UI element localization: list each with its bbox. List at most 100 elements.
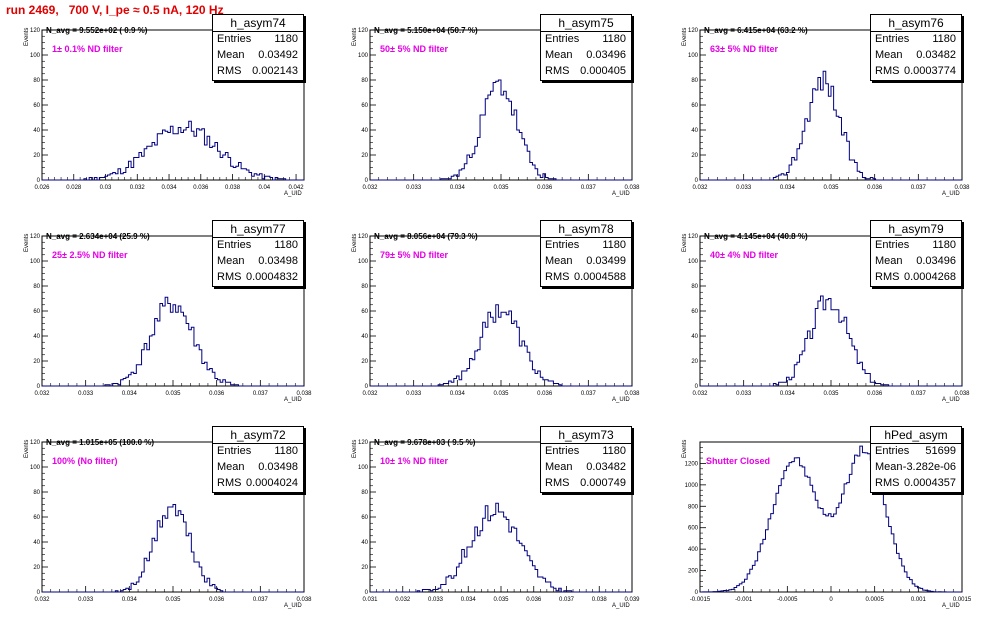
stats-row-rms: RMS 0.000749 <box>541 476 631 492</box>
histogram-name: h_asym73 <box>541 427 631 444</box>
y-tick-label: 60 <box>361 309 368 315</box>
x-tick-label: 0.042 <box>289 185 305 191</box>
y-tick-label: 20 <box>361 565 368 571</box>
stats-value: 0.0004357 <box>904 477 956 489</box>
histogram-canvas: 0 20 40 60 80 100 120 0.032 0.033 0.034 0.035 0.036… <box>358 28 640 191</box>
y-tick-label: 0 <box>365 590 369 596</box>
y-tick-label: 100 <box>30 465 41 471</box>
navg-label: N_avg = 5.150e+04 (50.7 %) <box>374 26 478 35</box>
stats-value: 0.0003774 <box>904 65 956 77</box>
navg-label: N_avg = 9.552e+02 ( 0.9 %) <box>46 26 148 35</box>
x-tick-label: 0.035 <box>493 185 509 191</box>
x-axis-label: A_UID <box>612 191 630 197</box>
navg-label: N_avg = 2.634e+04 (25.9 %) <box>46 232 150 241</box>
stats-row-rms: RMS 0.0004832 <box>213 270 303 286</box>
x-tick-label: 0.034 <box>450 391 466 397</box>
y-tick-label: 0 <box>37 178 41 184</box>
y-tick-label: 40 <box>691 128 698 134</box>
stats-row-mean: Mean 0.03496 <box>541 48 631 64</box>
x-tick-label: 0.035 <box>165 597 181 603</box>
y-tick-label: 120 <box>358 234 369 240</box>
x-tick-label: 0.033 <box>78 391 94 397</box>
stats-value: 0.03496 <box>586 49 626 61</box>
histogram-line <box>700 445 962 593</box>
navg-label: N_avg = 9.678e+03 ( 9.5 %) <box>374 438 476 447</box>
y-tick-label: 20 <box>691 359 698 365</box>
stats-value: 0.03499 <box>586 255 626 267</box>
stats-value: 0.03482 <box>916 49 956 61</box>
stats-key: Mean <box>545 255 573 267</box>
stats-key: RMS <box>875 65 900 77</box>
x-tick-label: 0.035 <box>493 597 509 603</box>
x-axis-label: A_UID <box>284 397 302 403</box>
x-tick-label: 0 <box>829 597 833 603</box>
y-tick-label: 20 <box>33 359 40 365</box>
x-tick-label: 0.037 <box>253 597 269 603</box>
y-tick-label: 80 <box>361 490 368 496</box>
stats-key: Entries <box>217 33 252 45</box>
y-tick-label: 40 <box>33 334 40 340</box>
y-axis-label: Events <box>352 233 358 252</box>
x-tick-label: 0.032 <box>395 597 411 603</box>
x-tick-label: 0.032 <box>692 391 708 397</box>
x-axis-label: A_UID <box>942 191 960 197</box>
x-tick-label: 0.033 <box>736 391 752 397</box>
stats-row-rms: RMS 0.000405 <box>541 64 631 80</box>
stats-key: Entries <box>217 239 252 251</box>
histogram-canvas: 0 20 40 60 80 100 120 0.032 0.033 0.034 0.035 0.036… <box>688 28 970 191</box>
stats-row-entries: Entries 1180 <box>871 32 961 48</box>
x-tick-label: 0.038 <box>592 597 608 603</box>
y-tick-label: 40 <box>33 128 40 134</box>
x-tick-label: -0.001 <box>735 597 753 603</box>
stats-key: Mean <box>545 49 573 61</box>
y-tick-label: 20 <box>691 153 698 159</box>
stats-key: RMS <box>545 477 570 489</box>
stats-key: Mean <box>217 49 245 61</box>
stats-row-mean: Mean 0.03498 <box>213 254 303 270</box>
histogram-canvas: 0 20 40 60 80 100 120 0.026 0.028 0.03 0.032 0.034 0… <box>30 28 305 191</box>
histogram-name: h_asym78 <box>541 221 631 238</box>
histogram-line <box>700 295 962 387</box>
y-axis-label: Events <box>682 27 688 46</box>
x-tick-label: 0.031 <box>362 597 378 603</box>
stats-row-rms: RMS 0.0004357 <box>871 476 961 492</box>
y-tick-label: 100 <box>358 53 369 59</box>
histogram-name: h_asym76 <box>871 15 961 32</box>
x-tick-label: 0.034 <box>450 185 466 191</box>
histogram-panel-h_asym78: 0 20 40 60 80 100 120 0.032 0.033 0.034 0.035 0.036… <box>350 220 670 412</box>
x-tick-label: 0.036 <box>867 185 883 191</box>
x-tick-label: 0.037 <box>559 597 575 603</box>
x-tick-label: 0.03 <box>100 185 112 191</box>
x-tick-label: 0.034 <box>122 391 138 397</box>
x-tick-label: 0.032 <box>362 391 378 397</box>
filter-annotation: 100% (No filter) <box>52 456 118 466</box>
stats-value: 1180 <box>932 33 956 45</box>
stats-value: 0.000749 <box>580 477 626 489</box>
stats-value: 0.0004588 <box>574 271 626 283</box>
stats-key: Entries <box>545 33 580 45</box>
stats-row-entries: Entries 1180 <box>541 238 631 254</box>
y-tick-label: 100 <box>30 259 41 265</box>
y-tick-label: 80 <box>33 490 40 496</box>
filter-annotation: 10± 1% ND filter <box>380 456 448 466</box>
x-axis-label: A_UID <box>612 603 630 609</box>
stats-key: Mean <box>875 255 903 267</box>
y-axis-label: Events <box>24 233 30 252</box>
y-tick-label: 80 <box>691 78 698 84</box>
stats-row-entries: Entries 51699 <box>871 444 961 460</box>
x-tick-label: -0.0015 <box>690 597 711 603</box>
y-tick-label: 40 <box>361 334 368 340</box>
x-tick-label: 0.034 <box>461 597 477 603</box>
stats-box: h_asym72 Entries 1180 Mean 0.03498 RMS 0.00040… <box>212 426 304 493</box>
y-axis-label: Events <box>682 233 688 252</box>
histogram-panel-h_asym79: 0 20 40 60 80 100 120 0.032 0.033 0.034 0.035 0.036… <box>680 220 996 412</box>
x-tick-label: 0.033 <box>78 597 94 603</box>
y-tick-label: 40 <box>691 334 698 340</box>
y-tick-label: 60 <box>33 103 40 109</box>
stats-row-entries: Entries 1180 <box>541 444 631 460</box>
histogram-line <box>370 304 632 387</box>
x-tick-label: 0.036 <box>526 597 542 603</box>
y-tick-label: 40 <box>361 540 368 546</box>
histogram-canvas: 0 20 40 60 80 100 120 0.032 0.033 0.034 0.035 0.036… <box>688 234 970 397</box>
